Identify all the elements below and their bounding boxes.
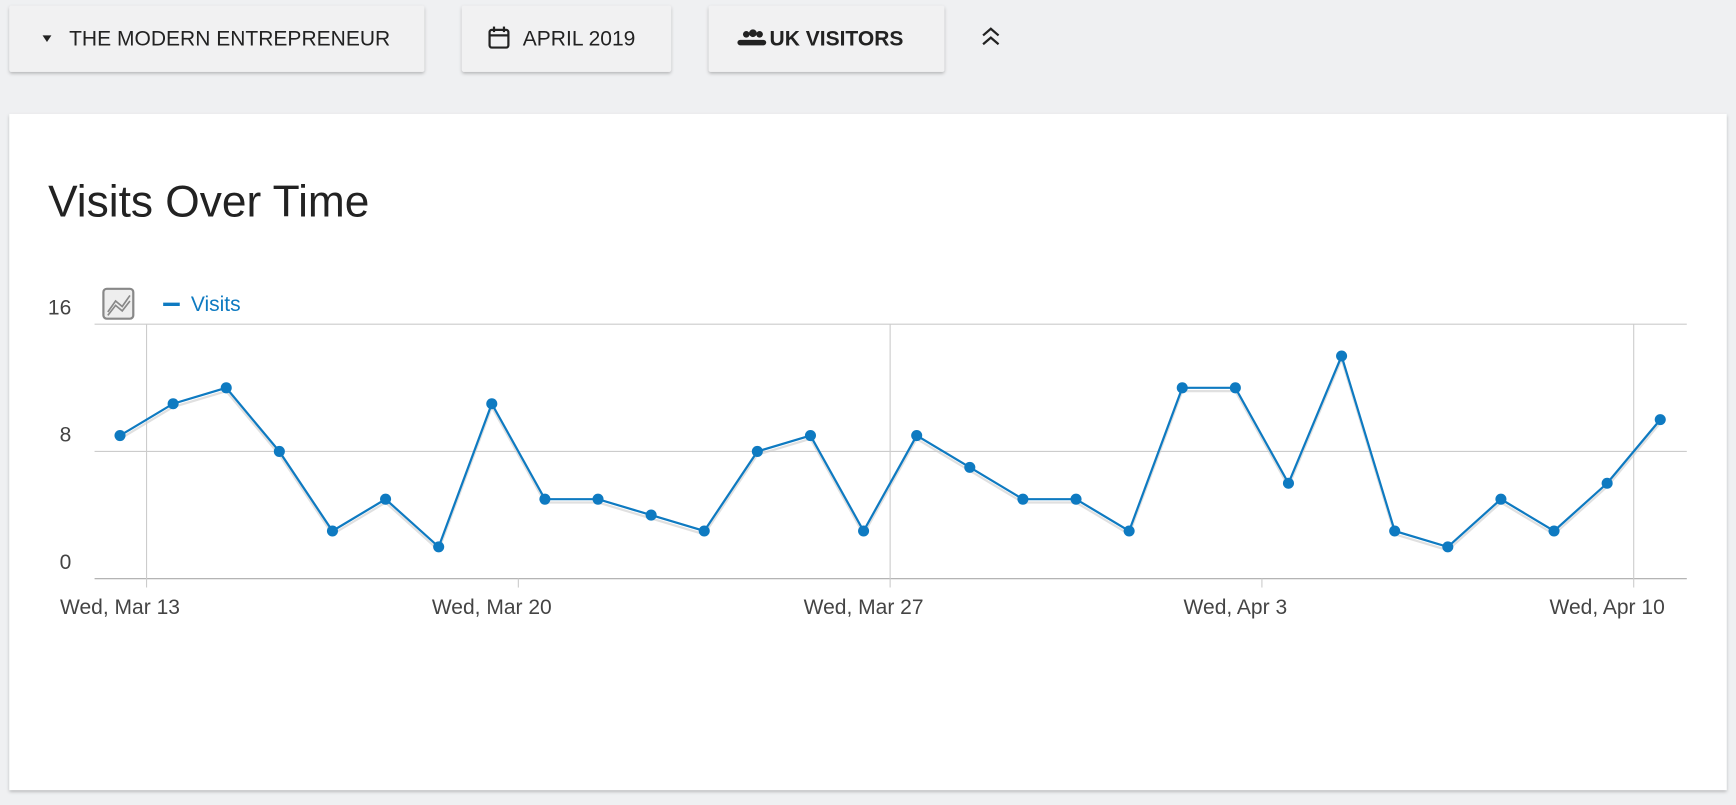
site-button[interactable]: THE MODERN ENTREPRENEUR	[9, 5, 425, 72]
point	[911, 430, 923, 442]
line	[119, 352, 1662, 549]
point	[1389, 525, 1401, 537]
button-label: APRIL 2019	[523, 27, 636, 50]
point	[858, 525, 870, 537]
point	[380, 493, 392, 505]
point	[804, 430, 816, 442]
point	[751, 445, 763, 457]
legend-label: Visits	[191, 293, 241, 316]
y-tick-label: 0	[60, 551, 72, 574]
point	[592, 493, 604, 505]
point	[1336, 350, 1348, 362]
button-bg	[9, 5, 425, 72]
caret	[42, 35, 52, 43]
button-bg	[708, 5, 945, 72]
button-label: THE MODERN ENTREPRENEUR	[69, 27, 390, 50]
x-tick-label: Wed, Apr 10	[1550, 596, 1665, 619]
y-tick-label: 8	[60, 424, 72, 447]
people-icon	[737, 29, 767, 46]
point	[964, 461, 976, 473]
point	[167, 398, 179, 410]
point	[1017, 493, 1029, 505]
y-tick-label: 16	[48, 296, 71, 319]
button-label: UK VISITORS	[770, 27, 904, 50]
chart-type-icon[interactable]	[102, 287, 135, 320]
point	[273, 445, 285, 457]
collapse-icon[interactable]	[982, 27, 1000, 46]
point	[1282, 477, 1295, 489]
point	[1176, 382, 1188, 394]
point	[1229, 382, 1241, 394]
point	[1123, 525, 1135, 537]
point	[486, 398, 498, 410]
point	[1654, 414, 1666, 426]
x-tick-label: Wed, Apr 3	[1184, 596, 1288, 619]
period-button[interactable]: APRIL 2019	[461, 5, 672, 72]
x-tick-label: Wed, Mar 13	[60, 596, 180, 619]
segment-button[interactable]: UK VISITORS	[708, 5, 945, 72]
chart-title: Visits Over Time	[48, 177, 369, 226]
line-shadow	[119, 356, 1662, 553]
point	[433, 541, 445, 553]
calendar-icon	[488, 26, 510, 49]
point	[698, 525, 710, 537]
point	[1070, 493, 1082, 505]
point	[539, 493, 551, 505]
point	[220, 382, 232, 394]
point	[326, 525, 338, 537]
point	[1548, 525, 1560, 537]
point	[1601, 477, 1613, 489]
point	[645, 509, 657, 521]
button-bg	[461, 5, 672, 72]
x-tick-label: Wed, Mar 20	[432, 596, 552, 619]
point	[114, 430, 126, 442]
point	[1442, 541, 1454, 553]
point	[1495, 493, 1507, 505]
x-tick-label: Wed, Mar 27	[804, 596, 924, 619]
